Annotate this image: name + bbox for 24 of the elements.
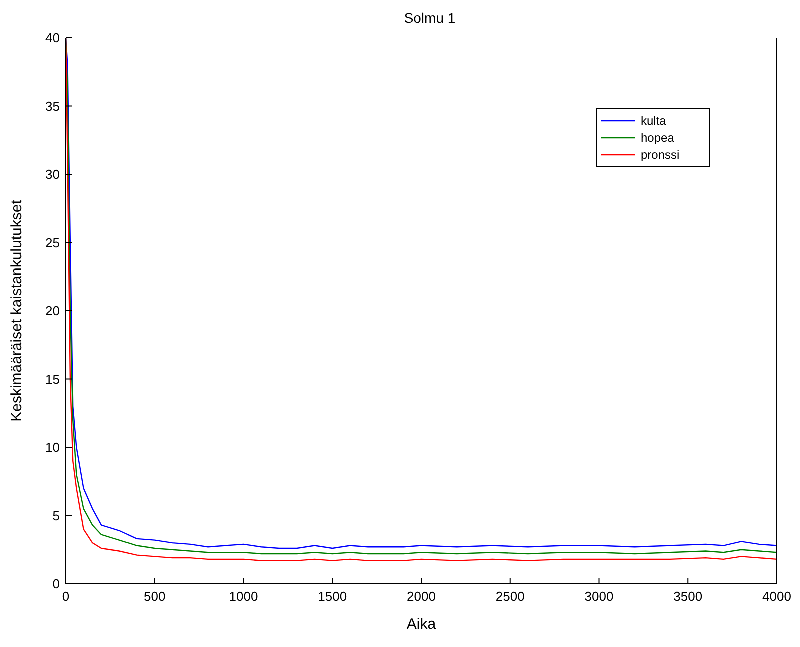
x-tick-label: 3000 bbox=[584, 589, 614, 604]
y-tick-label: 35 bbox=[46, 98, 60, 114]
x-tick-label: 1500 bbox=[318, 589, 348, 604]
y-tick-label: 15 bbox=[46, 372, 60, 387]
y-tick-label: 25 bbox=[46, 235, 60, 250]
x-axis-title: Aika bbox=[406, 616, 437, 633]
x-tick-label: 0 bbox=[62, 589, 70, 604]
x-tick-label: 3500 bbox=[674, 589, 703, 604]
x-tick-label: 1000 bbox=[229, 589, 258, 604]
y-tick-label: 10 bbox=[46, 440, 60, 456]
x-tick-label: 4000 bbox=[762, 589, 792, 604]
chart-title: Solmu 1 bbox=[403, 10, 457, 26]
legend-label: hopea bbox=[641, 130, 674, 144]
y-tick-label: 20 bbox=[46, 304, 60, 319]
y-axis-title: Keskimääräiset kaistankulutukset bbox=[8, 199, 26, 422]
legend-label: pronssi bbox=[641, 148, 680, 162]
y-tick-label: 5 bbox=[52, 508, 60, 524]
y-tick-label: 0 bbox=[52, 576, 60, 592]
x-tick-label: 2500 bbox=[496, 589, 525, 604]
y-tick-label: 40 bbox=[46, 30, 60, 46]
y-tick-label: 30 bbox=[46, 167, 60, 182]
x-tick-label: 2000 bbox=[407, 589, 436, 604]
x-tick-label: 500 bbox=[144, 589, 166, 604]
legend-label: kulta bbox=[641, 114, 666, 128]
